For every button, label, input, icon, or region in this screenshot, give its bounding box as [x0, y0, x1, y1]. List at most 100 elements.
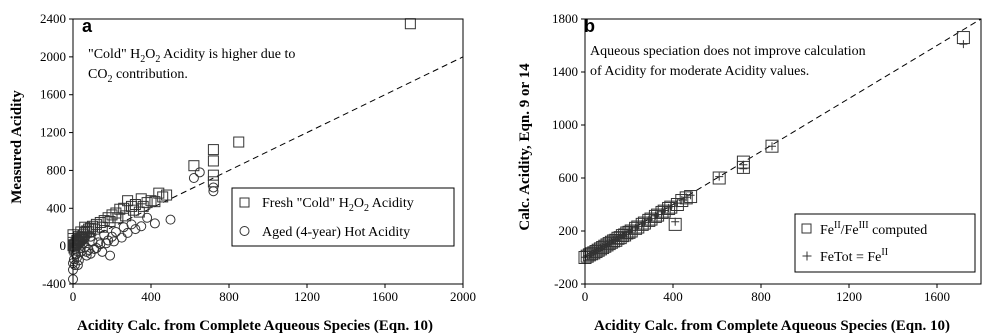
data-point-square [662, 201, 676, 215]
panel-b-x-axis-title: Acidity Calc. from Complete Aqueous Spec… [594, 318, 950, 334]
y-tick-label: 800 [47, 162, 67, 177]
data-point-plus [600, 241, 609, 250]
data-point-square [615, 229, 629, 243]
panel-b-points [578, 31, 970, 264]
panel-b-legend-label-fetot: FeTot = FeII [820, 247, 888, 265]
data-point-plus [715, 172, 724, 181]
y-tick-label: -200 [554, 276, 578, 291]
data-point-circle [68, 242, 79, 253]
y-tick-label: 1400 [552, 64, 578, 79]
data-point-square [607, 234, 621, 248]
x-tick-label: 1600 [924, 289, 950, 304]
data-point-square [157, 191, 169, 203]
data-point-circle [130, 224, 141, 235]
data-point-circle [79, 233, 90, 244]
y-tick-label: 0 [60, 238, 67, 253]
x-tick-label: 2000 [450, 289, 476, 304]
panel-b-plot-frame [584, 18, 982, 285]
panel-a-legend-label-aged: Aged (4-year) Hot Acidity [262, 225, 410, 240]
data-point-plus [622, 228, 631, 237]
data-point-square [589, 245, 603, 259]
data-point-square [655, 205, 669, 219]
panel-b-legend-box [794, 213, 976, 273]
data-point-circle [136, 221, 147, 232]
panel-a-y-axis-title: Measured Acidity [9, 90, 25, 204]
data-point-plus [673, 199, 682, 208]
data-point-plus [614, 233, 622, 242]
panel-b-letter: b [584, 16, 595, 36]
data-point-square [587, 246, 601, 260]
data-point-square [126, 200, 137, 212]
data-point-square [207, 144, 219, 156]
data-point-square [106, 209, 118, 221]
data-point-plus [959, 40, 968, 49]
data-point-square [670, 198, 684, 211]
data-point-square [631, 220, 645, 234]
y-tick-label: 400 [47, 200, 67, 215]
data-point-square [98, 215, 110, 227]
data-point-plus [596, 244, 605, 253]
panel-a-letter: a [82, 16, 93, 36]
data-point-plus [609, 236, 618, 245]
panel-a-annotation-line-2: CO2 contribution. [88, 67, 188, 85]
data-point-plus [682, 193, 691, 202]
data-point-square [629, 221, 643, 235]
data-point-plus [666, 202, 675, 211]
panel-b-reference-line [584, 18, 982, 258]
data-point-square [602, 237, 616, 251]
x-tick-label: 0 [70, 289, 77, 304]
data-point-circle [108, 236, 119, 247]
y-tick-label: 600 [559, 170, 579, 185]
data-point-square [188, 160, 200, 172]
data-point-square [233, 136, 245, 148]
data-point-square [657, 204, 671, 218]
data-point-square [642, 213, 656, 227]
y-tick-label: -400 [42, 276, 66, 291]
data-point-square [122, 195, 134, 207]
data-point-circle [208, 186, 219, 197]
data-point-plus [653, 210, 662, 219]
data-point-circle [105, 250, 116, 261]
data-point-square [593, 242, 607, 256]
data-point-square [604, 235, 618, 249]
y-tick-label: 1200 [40, 125, 66, 140]
y-tick-label: 1600 [40, 87, 66, 102]
panel-a-legend-box [231, 187, 455, 247]
data-point-circle [93, 237, 104, 248]
data-point-square [635, 217, 649, 231]
data-point-square [648, 209, 662, 223]
data-point-circle [68, 254, 79, 265]
data-point-square [624, 224, 638, 238]
data-point-square [153, 187, 165, 199]
panel-a: 0 400 800 1200 1600 2000 -400 0 400 800 1200 1600 20… [9, 11, 476, 334]
data-point-square [598, 239, 612, 253]
data-point-square [404, 18, 416, 30]
data-point-square [611, 231, 625, 245]
data-point-square [137, 200, 149, 212]
data-point-plus [605, 239, 614, 248]
data-point-plus [671, 217, 680, 226]
y-tick-label: 2000 [40, 49, 66, 64]
data-point-square [651, 208, 665, 222]
data-point-circle [142, 212, 153, 223]
panel-a-annotation-line-1: "Cold" H2O2 Acidity is higher due to [88, 47, 295, 65]
data-point-square [207, 155, 219, 167]
x-tick-label: 1600 [372, 289, 398, 304]
data-point-square [207, 169, 219, 181]
data-point-circle [69, 260, 80, 271]
data-point-square [675, 194, 689, 208]
data-point-square [664, 200, 678, 214]
panel-b-y-axis-title: Calc. Acidity, Eqn. 9 or 14 [517, 63, 533, 231]
data-point-circle [122, 227, 133, 238]
data-point-circle [165, 214, 176, 225]
panel-b-annotation-line-2: of Acidity for moderate Acidity values. [590, 64, 809, 79]
data-point-square [712, 171, 726, 185]
data-point-square [104, 216, 116, 228]
y-tick-label: 200 [559, 223, 579, 238]
x-tick-label: 800 [219, 289, 239, 304]
data-point-circle [208, 182, 219, 193]
data-point-square [112, 212, 124, 224]
data-point-plus [587, 249, 596, 258]
data-point-plus [633, 222, 642, 231]
